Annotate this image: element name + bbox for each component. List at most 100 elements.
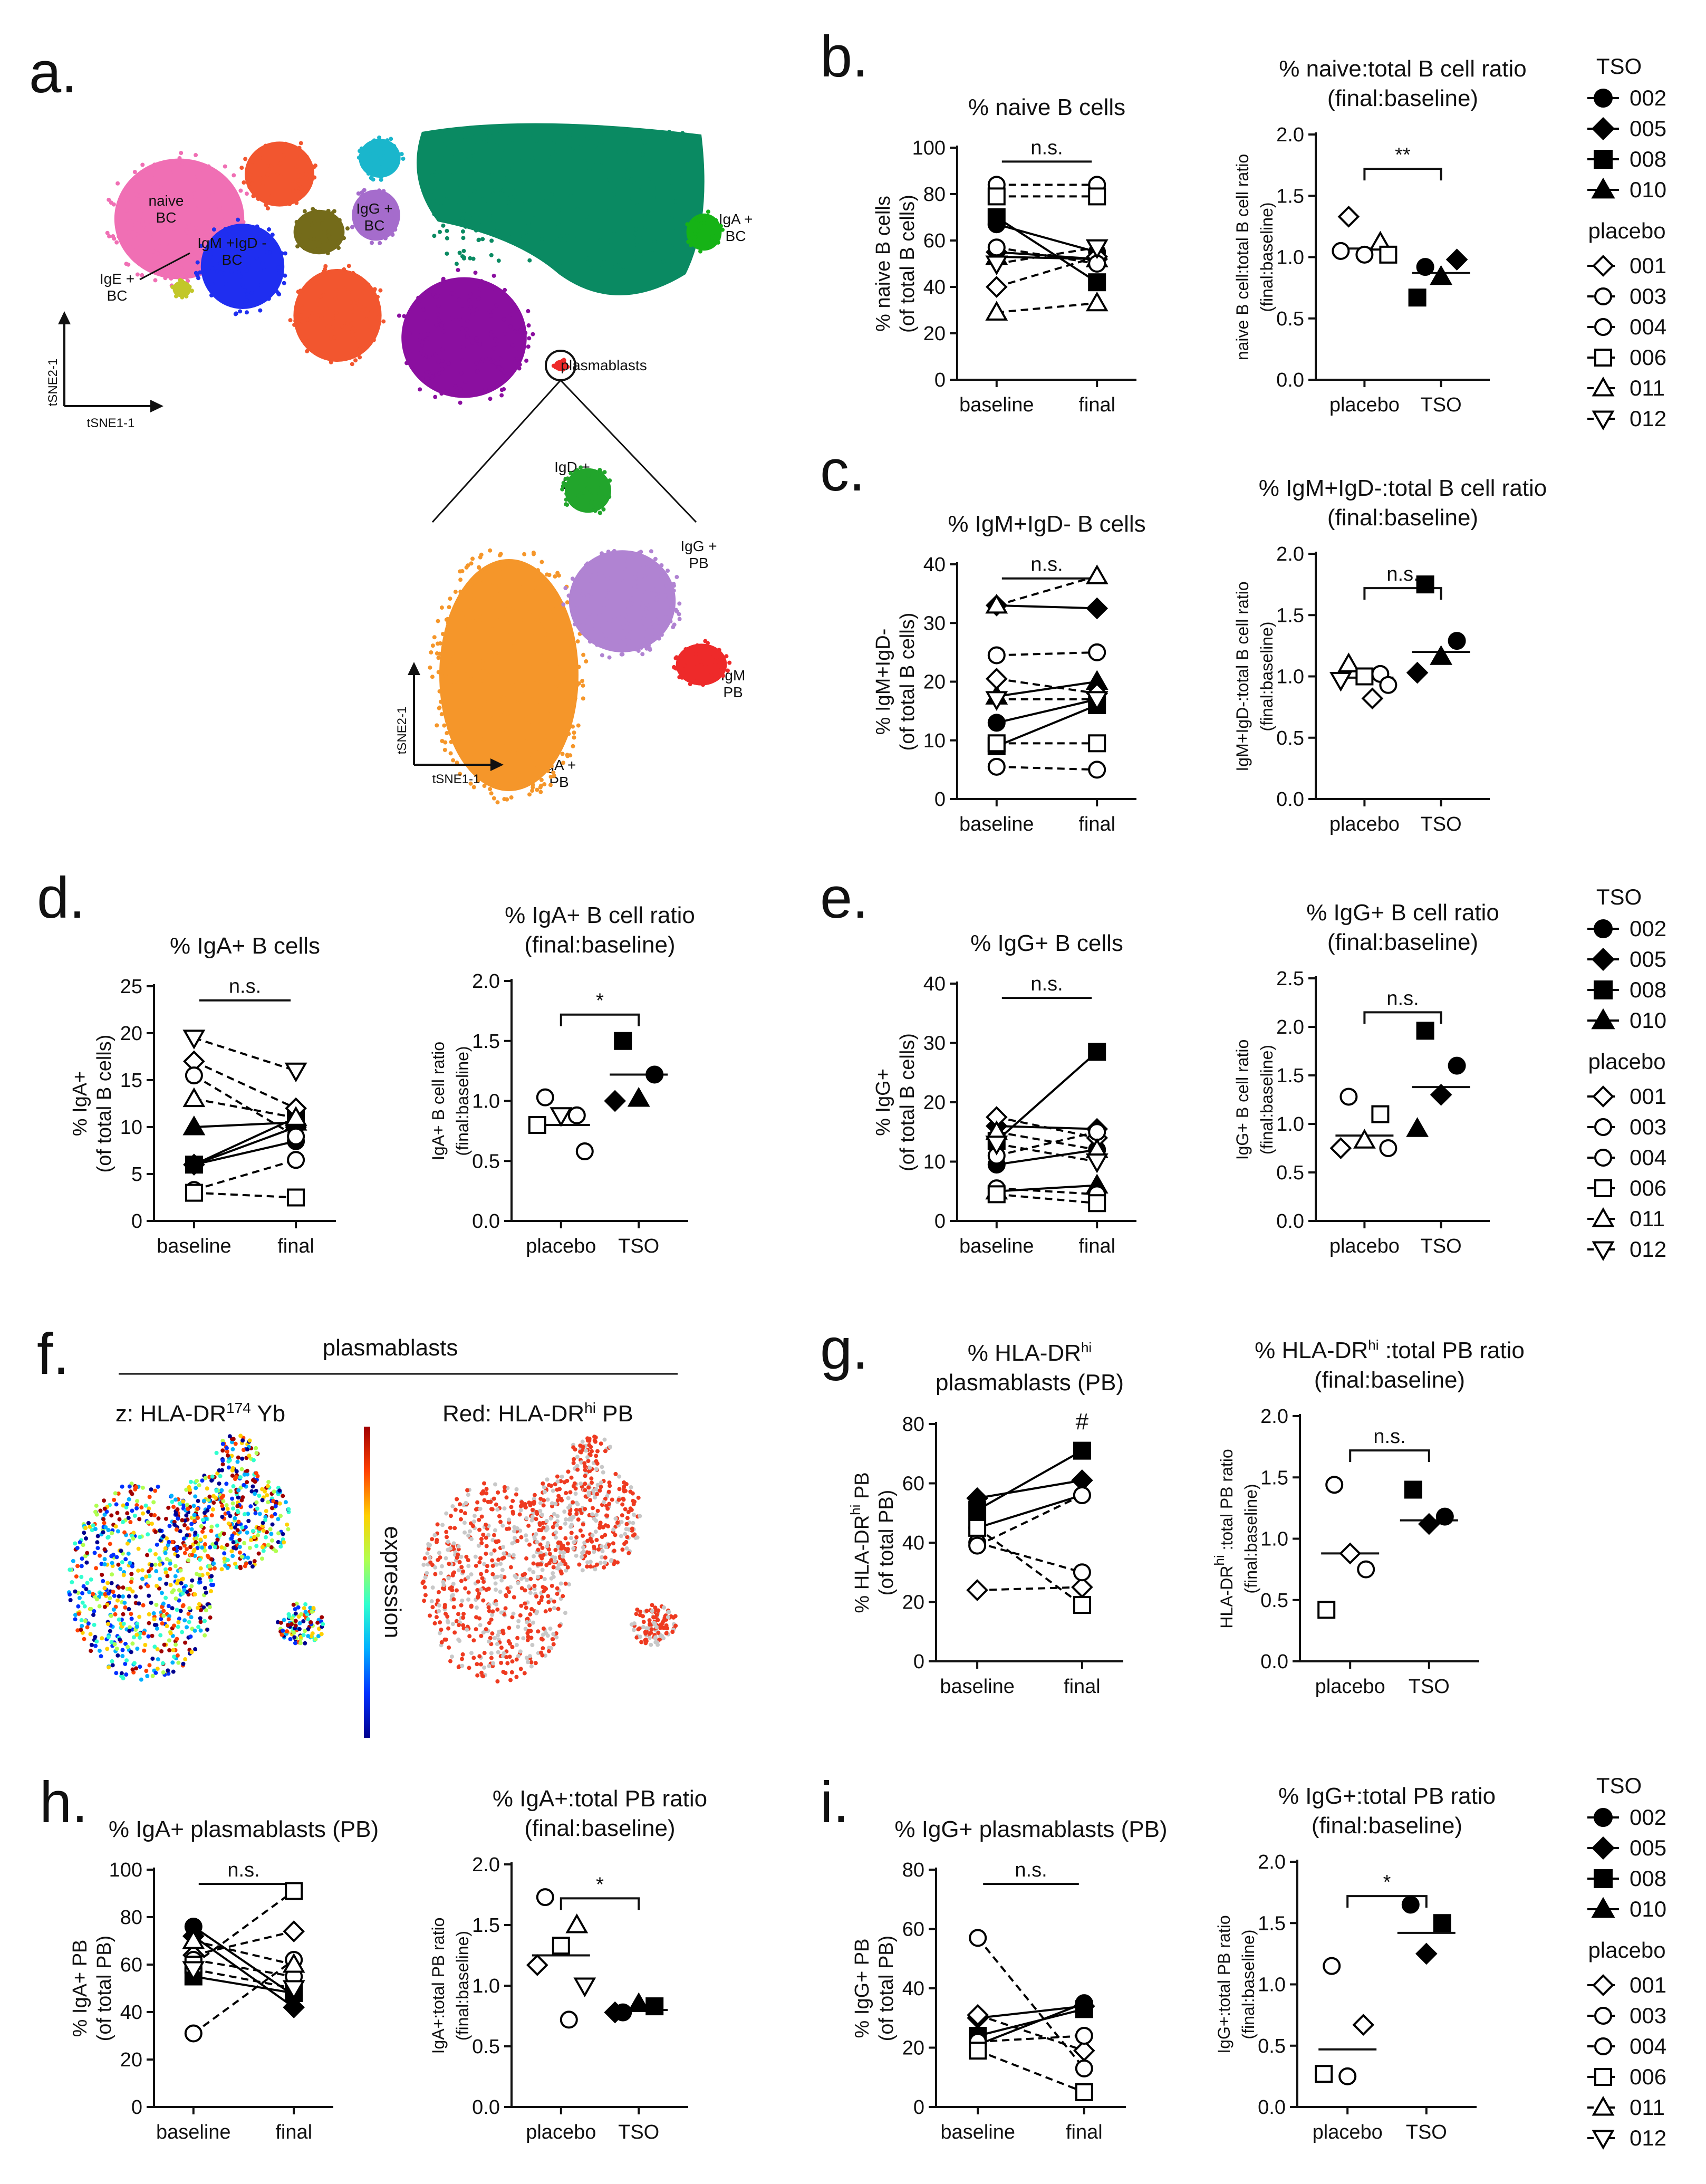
cell [573, 1492, 578, 1496]
cell [456, 1612, 461, 1617]
cell [448, 596, 452, 601]
cell [601, 507, 606, 512]
cell [671, 588, 676, 593]
cell [294, 154, 299, 159]
cell [538, 679, 543, 684]
cell [154, 1569, 159, 1574]
cell [479, 753, 484, 757]
cell [611, 618, 615, 623]
cell [117, 234, 121, 239]
cell [638, 1634, 643, 1639]
cell [565, 1478, 570, 1483]
cell [209, 293, 214, 297]
cell [476, 1579, 480, 1584]
cell [439, 203, 444, 208]
cell [481, 1533, 486, 1537]
cell [525, 1617, 530, 1621]
cell [643, 1631, 648, 1636]
cell [210, 266, 215, 271]
cell [525, 1620, 529, 1624]
cell [484, 1491, 489, 1496]
point-placebo [573, 1977, 596, 1998]
cell [220, 1458, 225, 1463]
cell [521, 234, 525, 239]
cell [491, 695, 496, 700]
cell [128, 1519, 133, 1524]
cell [194, 1536, 199, 1541]
cell [149, 1487, 153, 1492]
cell [617, 1487, 622, 1492]
cell [545, 1497, 550, 1502]
cell [166, 1617, 171, 1622]
cell [260, 1498, 265, 1503]
cell [293, 1641, 297, 1646]
cell [437, 1631, 442, 1635]
cell [98, 1508, 103, 1513]
y-tick-label: 10 [923, 730, 946, 752]
cell [654, 1624, 659, 1629]
cell [425, 370, 429, 374]
cell [469, 170, 474, 175]
chart-title-line2: (final:baseline) [524, 1815, 675, 1841]
x-tick-label: placebo [526, 2121, 596, 2143]
cell [519, 1603, 524, 1608]
cell [560, 752, 565, 756]
cell [127, 1629, 132, 1633]
cell [254, 236, 259, 240]
cell [342, 236, 346, 240]
cell [484, 628, 488, 632]
cell [532, 203, 536, 208]
cell [137, 1614, 142, 1619]
cell [590, 1449, 594, 1454]
cell [587, 1452, 592, 1457]
cell [270, 1506, 275, 1510]
cell [102, 1562, 107, 1567]
y-label-line1: % IgA+ [69, 1071, 91, 1137]
cell [278, 1544, 283, 1549]
cell [529, 1606, 534, 1611]
cell [323, 264, 328, 268]
cell [153, 1529, 158, 1534]
cell [171, 169, 176, 174]
series-line-003 [996, 1131, 1097, 1157]
cell [445, 236, 449, 240]
cell [623, 1532, 628, 1536]
cell [205, 1571, 210, 1576]
legend-marker-003 [1594, 1118, 1612, 1136]
cell [565, 600, 570, 605]
cell [531, 785, 535, 790]
cell [401, 156, 406, 161]
chart-title-line1: % HLA-DRhi :total PB ratio [1255, 1337, 1525, 1363]
cell [709, 239, 714, 244]
cell [561, 761, 566, 765]
cell [240, 1495, 245, 1500]
cell [578, 594, 583, 599]
cell [460, 614, 465, 619]
cell [158, 1633, 163, 1638]
cell [94, 1597, 99, 1602]
cell [184, 1513, 189, 1518]
cell [663, 597, 668, 602]
cell [176, 191, 180, 196]
cell [503, 670, 508, 675]
cell [249, 178, 254, 183]
x-tick-label: placebo [526, 1235, 596, 1257]
chart-title: % IgG+ plasmablasts (PB) [894, 1816, 1167, 1842]
cell [601, 1499, 606, 1504]
cell [581, 1533, 585, 1538]
heat-map-left [66, 1433, 325, 1682]
y-tick-label: 1.0 [472, 1975, 500, 1997]
cell [541, 1646, 545, 1651]
cell [557, 618, 562, 623]
cell [480, 1674, 485, 1679]
cell [484, 659, 489, 664]
cell [435, 170, 439, 175]
cell [547, 1608, 552, 1612]
cell [491, 1533, 496, 1537]
cell [641, 1614, 645, 1619]
cell [195, 1478, 199, 1483]
cell [585, 137, 590, 141]
y-tick-label: 20 [120, 1023, 142, 1045]
cell [140, 1568, 144, 1573]
